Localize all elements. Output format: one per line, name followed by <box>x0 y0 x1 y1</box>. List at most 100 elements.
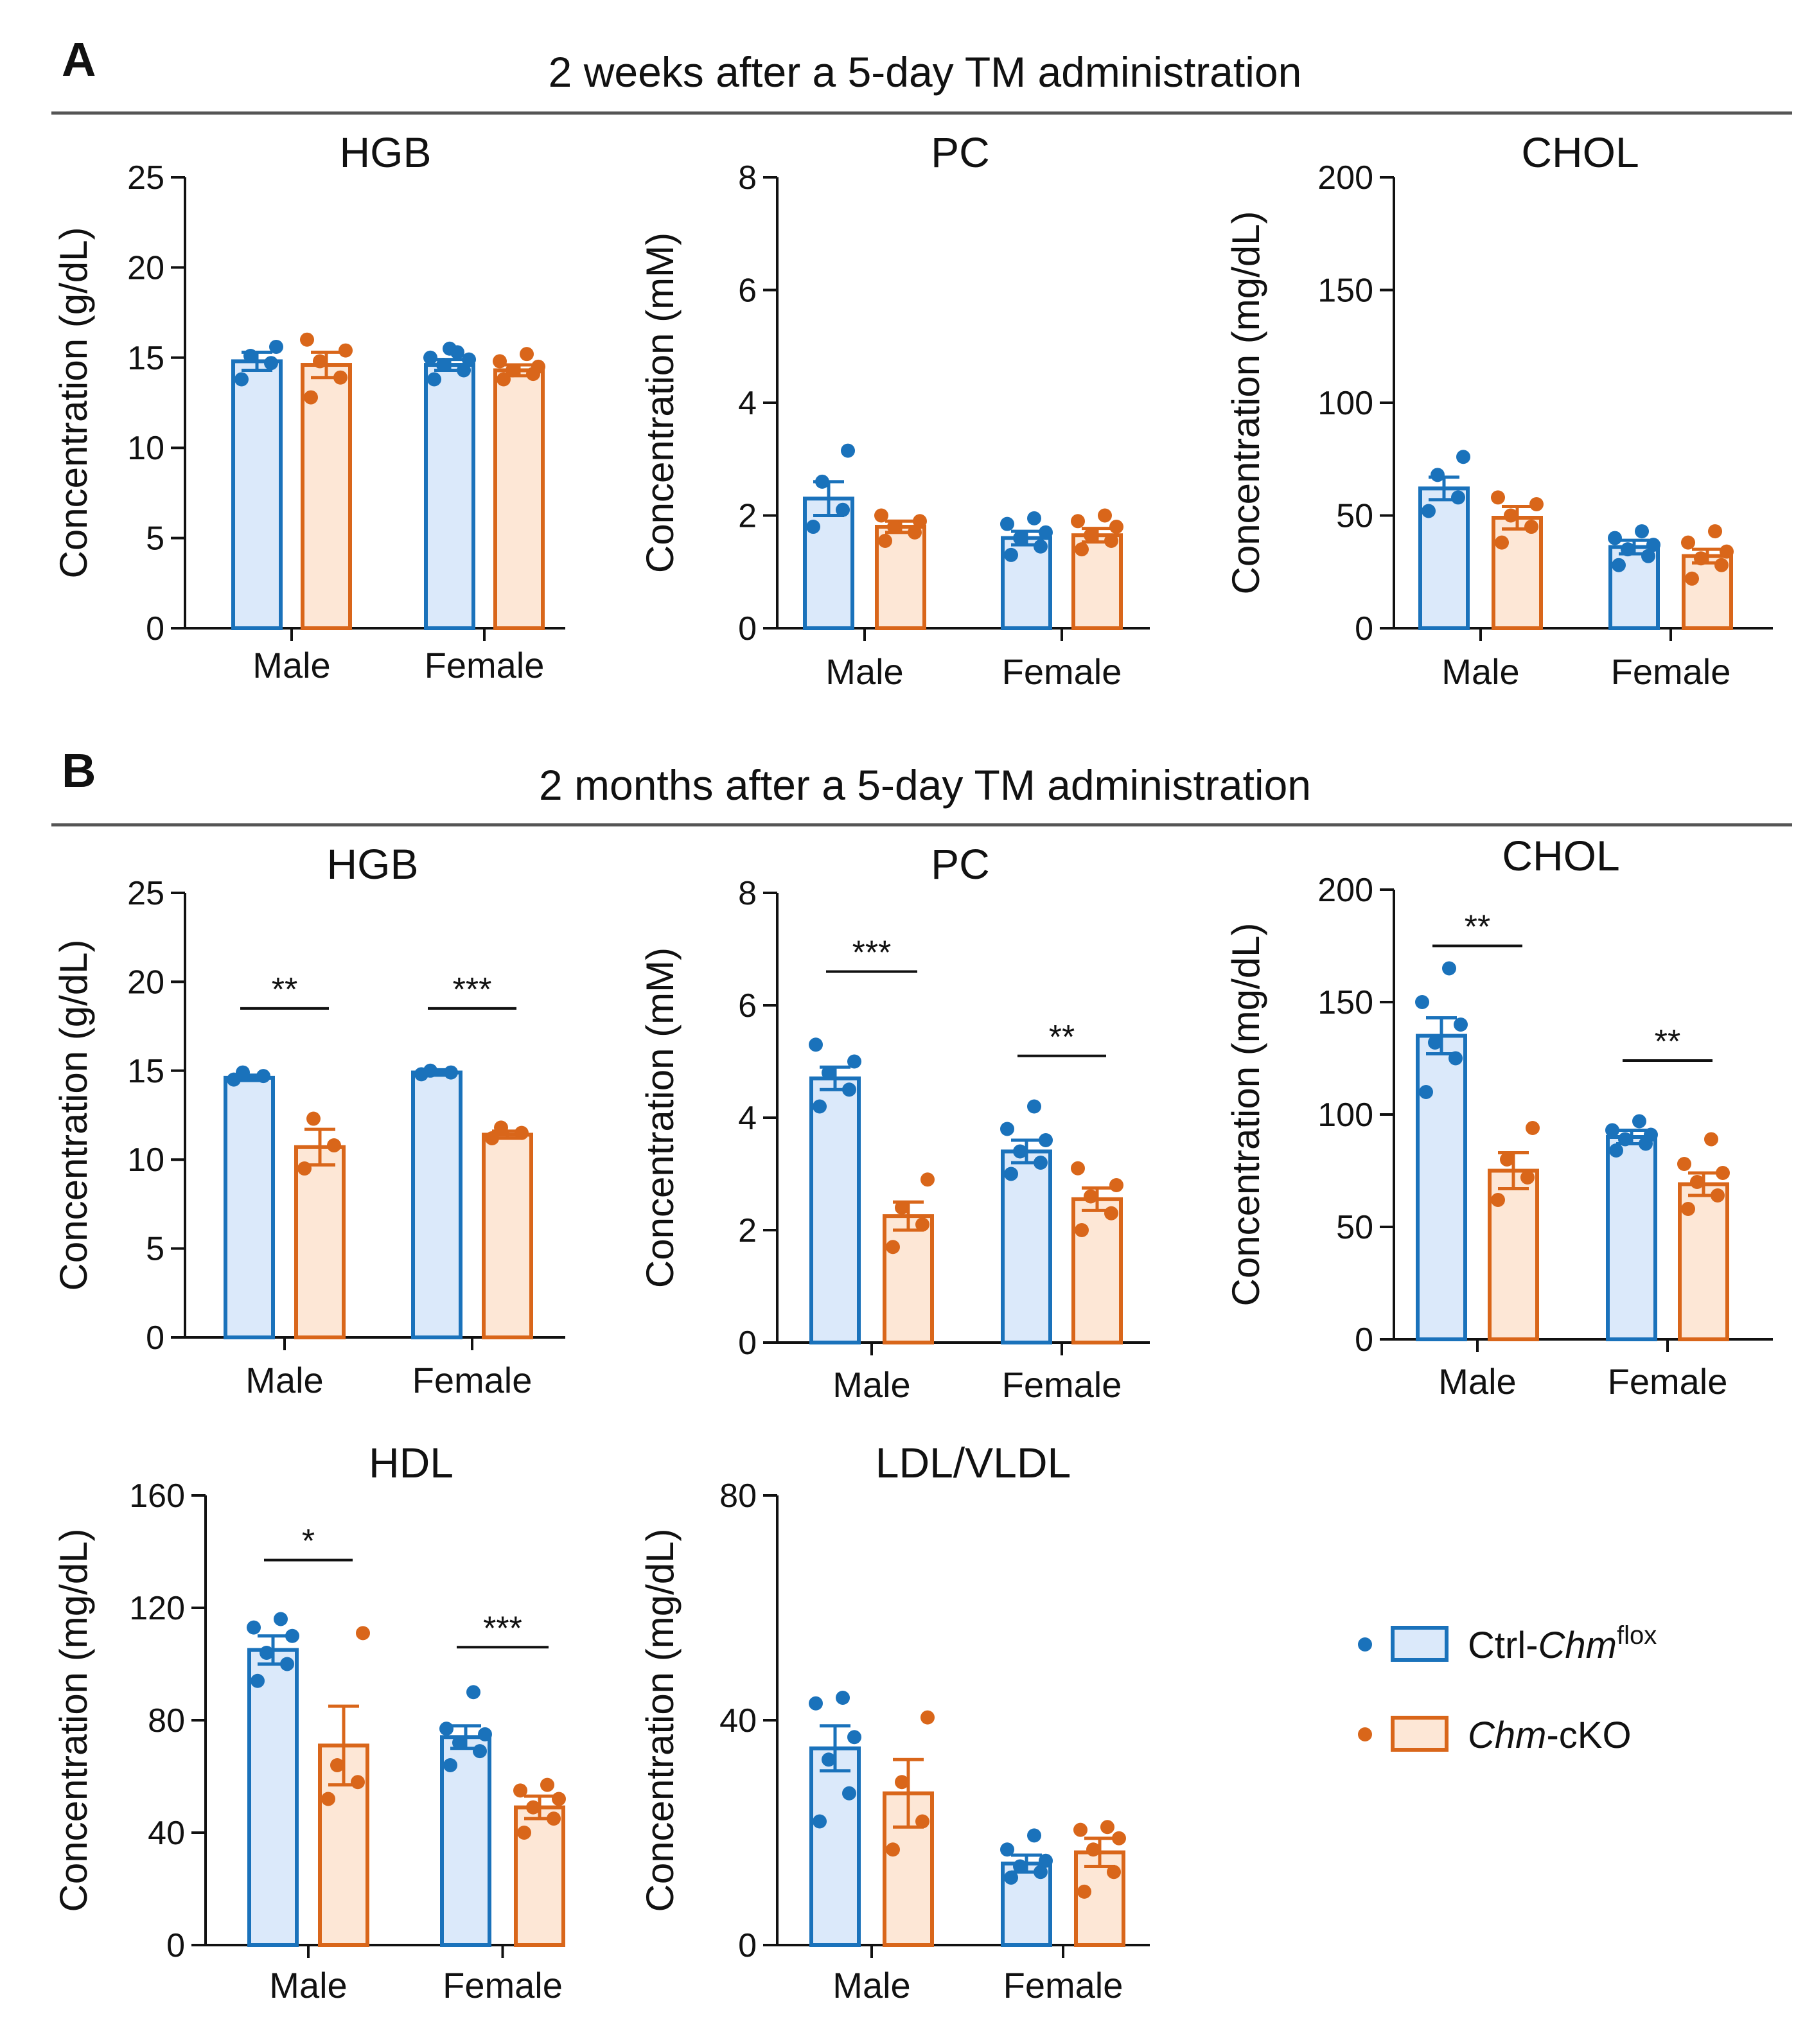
data-point <box>1109 1178 1123 1192</box>
data-point <box>339 343 353 358</box>
data-point <box>552 1792 566 1806</box>
data-point <box>1454 1018 1468 1032</box>
data-point <box>443 341 457 356</box>
data-point <box>1027 511 1041 525</box>
data-point <box>895 1775 909 1790</box>
legend-ctrl-label: Ctrl-Chmflox <box>1468 1621 1657 1666</box>
bar <box>231 359 283 631</box>
data-point <box>1635 524 1649 539</box>
data-point <box>836 1691 850 1705</box>
data-point <box>847 1054 861 1069</box>
data-point <box>1027 1099 1041 1114</box>
data-point <box>887 520 901 534</box>
data-point <box>1084 528 1098 543</box>
chart-title: CHOL <box>1521 128 1639 176</box>
data-point <box>1000 1842 1014 1857</box>
y-tick-label: 150 <box>1317 272 1373 310</box>
data-point <box>1711 1188 1725 1203</box>
data-point <box>444 1065 458 1080</box>
data-point <box>836 502 850 517</box>
chart-a-hgb: HGB Concentration (g/dL) 0 5 10 15 20 25 Male Fem… <box>52 128 565 685</box>
y-tick-label: 0 <box>738 1927 757 1964</box>
bar <box>411 1070 462 1339</box>
significance-label: ** <box>1655 1023 1680 1061</box>
data-point <box>274 1612 288 1626</box>
data-point <box>1073 1822 1088 1837</box>
y-tick-label: 150 <box>1317 984 1373 1021</box>
data-point <box>1681 535 1695 550</box>
data-point <box>874 508 888 523</box>
data-point <box>1451 490 1465 505</box>
data-point <box>1013 1144 1027 1159</box>
data-point <box>1526 1121 1540 1135</box>
data-point <box>1039 1853 1053 1868</box>
data-point <box>1694 551 1708 566</box>
data-point <box>1495 535 1509 550</box>
significance-label: *** <box>453 971 492 1009</box>
y-tick-label: 80 <box>719 1477 757 1515</box>
y-axis-label: Concentration (g/dL) <box>52 940 95 1291</box>
data-point <box>297 1161 312 1176</box>
data-point <box>1442 961 1456 976</box>
data-point <box>822 1752 836 1767</box>
significance-label: *** <box>483 1610 522 1647</box>
data-point <box>1609 1143 1623 1158</box>
data-point <box>842 1786 856 1801</box>
bar <box>1416 1034 1467 1341</box>
y-axis-label: Concentration (mg/dL) <box>638 1529 682 1912</box>
y-tick-label: 80 <box>148 1702 185 1740</box>
y-axis-label: Concentration (mM) <box>638 233 682 573</box>
y-tick-label: 2 <box>738 498 757 535</box>
legend-ctrl-prefix: Ctrl- <box>1468 1625 1538 1666</box>
data-point <box>485 1131 499 1145</box>
y-tick-label: 10 <box>127 1141 164 1179</box>
bar <box>247 1648 299 1947</box>
data-point <box>1720 544 1734 559</box>
x-tick-label: Female <box>1003 1965 1123 2005</box>
data-point <box>439 1722 454 1736</box>
legend-cko-gene: Chm <box>1468 1714 1546 1756</box>
data-point <box>466 1685 480 1700</box>
data-point <box>1716 1166 1730 1180</box>
y-tick-label: 100 <box>1317 385 1373 422</box>
data-point <box>306 1111 321 1126</box>
data-point <box>304 390 318 405</box>
data-point <box>1608 531 1622 545</box>
y-tick-label: 6 <box>738 272 757 310</box>
data-point <box>462 352 476 367</box>
data-point <box>327 1138 341 1153</box>
data-point <box>1646 538 1660 552</box>
data-point <box>806 520 820 534</box>
data-point <box>547 1811 561 1826</box>
data-point <box>517 1826 531 1840</box>
data-point <box>1084 1189 1098 1204</box>
significance-label: ** <box>272 971 297 1009</box>
significance-label: ** <box>1049 1019 1075 1056</box>
data-point <box>236 1065 250 1080</box>
data-point <box>423 350 437 365</box>
data-point <box>841 443 855 458</box>
data-point <box>280 1657 294 1671</box>
data-point <box>1708 524 1722 539</box>
y-tick-label: 8 <box>738 159 757 197</box>
chart-b-chol: CHOL Concentration (mg/dL) 0 50 100 150 200 Mal… <box>1224 832 1773 1402</box>
data-point <box>886 1842 900 1857</box>
chart-b-hgb: HGB Concentration (g/dL) 0 5 10 15 20 25 Male Fem… <box>52 840 565 1400</box>
data-point <box>1632 1114 1646 1129</box>
data-point <box>427 372 441 387</box>
x-tick-label: Female <box>1002 1364 1122 1405</box>
y-tick-label: 5 <box>146 1231 164 1268</box>
chart-title: PC <box>931 840 990 888</box>
data-point <box>264 356 278 371</box>
y-tick-label: 15 <box>127 1053 164 1090</box>
data-point <box>1112 1831 1126 1846</box>
bar <box>294 1145 346 1339</box>
data-point <box>1641 549 1655 563</box>
data-point <box>1104 1206 1118 1220</box>
data-point <box>506 363 520 378</box>
y-tick-label: 160 <box>129 1477 185 1515</box>
bar <box>1071 1197 1123 1344</box>
data-point <box>920 1172 935 1187</box>
y-tick-label: 50 <box>1336 1209 1373 1246</box>
section-title-b: 2 months after a 5-day TM administration <box>539 761 1311 809</box>
